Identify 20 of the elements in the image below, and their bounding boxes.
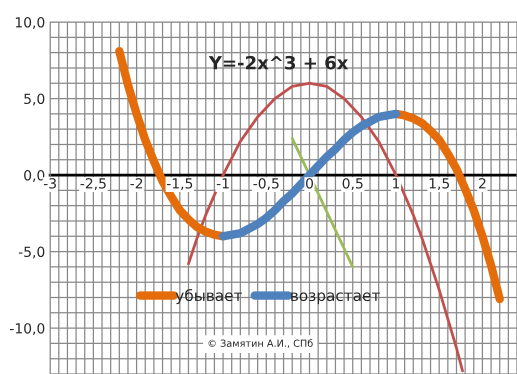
x-tick-label: 1 [393,178,400,188]
text: Y=-2x^3 + 6x [208,56,348,70]
x-tick-label: 0,5 [342,178,363,190]
x-tick-label: -1,5 [166,178,192,190]
legend-label: возрастает [291,292,380,304]
y-tick-label: -5,0 [18,246,44,258]
x-tick-label: -2 [130,178,142,188]
x-tick-label: 2 [479,178,486,188]
x-tick-label: 0 [306,178,314,189]
y-tick-label: 0,0 [24,170,44,182]
x-tick-label: -1 [216,178,229,188]
x-tick-label: 1,5 [430,178,450,190]
x-tick-label: -2,5 [80,178,106,190]
y-tick-label: 10,0 [16,17,44,29]
y-tick-label: 5,0 [24,94,44,106]
x-tick-label: -0,5 [253,178,279,190]
legend-label: убывает [176,289,242,304]
y-tick-label: -10,0 [10,323,44,335]
x-tick-label: -3 [44,178,56,189]
annotation: © Замятин А.И., СПб [208,339,313,348]
